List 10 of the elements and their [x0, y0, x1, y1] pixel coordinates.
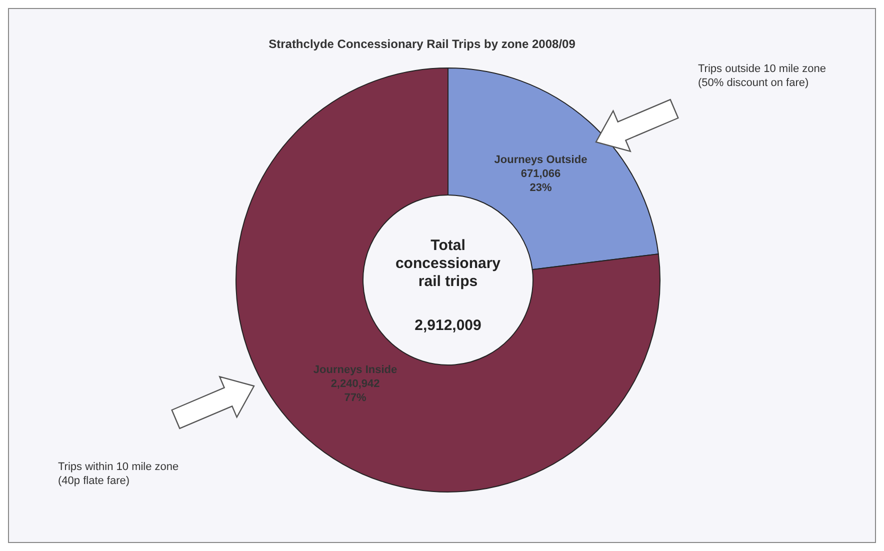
text: Total concessionary rail trips [395, 237, 502, 290]
text: 2,912,009 [414, 317, 482, 334]
slice-label: Journeys Outside [494, 154, 588, 166]
donut-slice [236, 68, 660, 492]
slice-label: Journeys Inside [313, 364, 398, 376]
chart-title: Strathclyde Concessionary Rail Trips by zone 2008/09 [268, 37, 576, 51]
data-label: 2,240,942 77% [330, 378, 380, 404]
text: Trips within 10 mile zone (40p flate fare) [58, 461, 179, 487]
text: Trips outside 10 mile zone (50% discount on fare) [698, 63, 826, 89]
data-label: 671,066 23% [520, 168, 561, 194]
